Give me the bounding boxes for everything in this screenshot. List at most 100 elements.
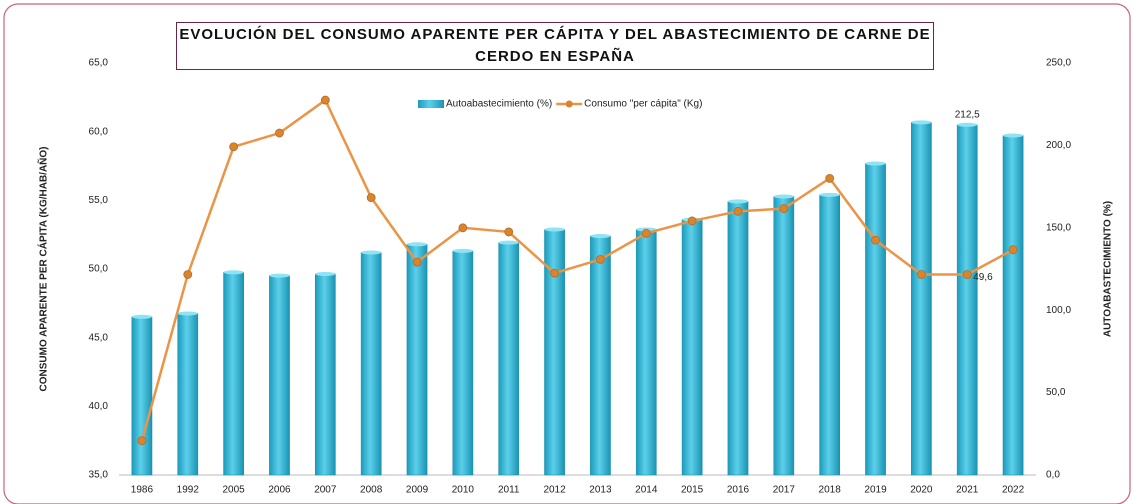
bar: [131, 316, 153, 476]
x-tick-label: 2006: [268, 485, 291, 496]
x-tick-label: 2013: [589, 485, 612, 496]
bar-top: [727, 199, 749, 204]
y-tick-label: 40,0: [89, 401, 109, 412]
bar-top: [957, 122, 978, 127]
point: [504, 227, 514, 237]
y-tick-label: 55,0: [89, 195, 109, 206]
x-tick-label: 2016: [727, 485, 750, 496]
line: [140, 98, 1014, 441]
point: [137, 436, 147, 446]
bar: [681, 219, 703, 476]
x-tick-label: 2019: [864, 485, 887, 496]
bar-top: [406, 242, 428, 247]
bar: [956, 124, 978, 476]
bar-top: [773, 194, 794, 199]
legend-swatch: [418, 100, 444, 108]
point: [962, 270, 972, 279]
x-tick-label: 2008: [360, 485, 383, 496]
bar-top: [315, 271, 336, 276]
bar: [269, 275, 290, 476]
x-tick-label: 2017: [773, 485, 796, 496]
bar-top: [1002, 133, 1024, 138]
point: [687, 216, 697, 226]
bar: [865, 163, 886, 476]
y-tick-label: 35,0: [89, 470, 109, 481]
bar: [452, 250, 474, 476]
point: [229, 142, 239, 152]
y-tick-label: 60,0: [89, 126, 109, 137]
x-tick-label: 2015: [681, 485, 704, 496]
point: [641, 228, 651, 238]
point: [412, 257, 422, 267]
x-tick-label: 2011: [498, 485, 520, 496]
data-label: 212,5: [955, 109, 980, 120]
point: [916, 270, 926, 279]
bar: [590, 235, 611, 476]
bar-top: [498, 240, 519, 245]
point: [733, 206, 743, 216]
point: [183, 270, 193, 279]
y-tick-label: 65,0: [89, 58, 109, 69]
point: [596, 254, 605, 264]
bar: [177, 313, 199, 476]
point: [871, 235, 880, 245]
point: [320, 95, 330, 105]
y2-axis-label: AUTOABASTECIMIENTO (%): [1103, 201, 1114, 337]
bar: [498, 242, 520, 476]
y2-tick-label: 200,0: [1046, 140, 1071, 151]
bar: [360, 252, 382, 476]
point: [366, 193, 376, 202]
bar-top: [452, 248, 473, 253]
y2-tick-label: 250,0: [1046, 58, 1071, 69]
x-tick-label: 2018: [819, 485, 842, 496]
bar: [819, 194, 841, 476]
bar-top: [223, 270, 244, 275]
x-tick-label: 2007: [314, 485, 337, 496]
bar-top: [544, 227, 565, 232]
x-tick-label: 2005: [223, 485, 246, 496]
legend-label: Consumo "per cápita" (Kg): [584, 99, 702, 110]
bar: [727, 201, 749, 476]
x-tick-label: 2009: [406, 485, 429, 496]
y-tick-label: 50,0: [89, 264, 109, 275]
x-tick-label: 1992: [177, 485, 200, 496]
bar: [314, 273, 336, 476]
bar-top: [269, 273, 290, 278]
y-axis-label: CONSUMO APARENTE PER CÁPITA (KG/HAB/AÑO): [37, 147, 50, 392]
y2-tick-label: 150,0: [1046, 222, 1071, 233]
x-tick-label: 2022: [1002, 485, 1025, 496]
bar-top: [131, 314, 153, 319]
point: [779, 204, 789, 213]
point: [550, 268, 559, 278]
point: [1008, 245, 1018, 255]
bar: [406, 244, 428, 476]
x-tick-label: 2014: [635, 485, 658, 496]
data-label: 49,6: [973, 272, 993, 283]
bar: [1002, 135, 1024, 476]
bar: [773, 196, 795, 476]
bar: [635, 229, 657, 476]
bar-top: [819, 192, 840, 197]
bar-top: [361, 250, 382, 255]
chart-title: EVOLUCIÓN DEL CONSUMO APARENTE PER CÁPIT…: [176, 22, 934, 70]
bar-top: [590, 234, 611, 239]
bar-top: [177, 311, 198, 316]
point: [825, 173, 835, 183]
bar: [911, 122, 932, 476]
y2-tick-label: 0,0: [1046, 470, 1060, 481]
bar-top: [865, 161, 886, 166]
point: [275, 128, 284, 138]
x-tick-label: 2020: [910, 485, 933, 496]
x-tick-label: 2012: [543, 485, 566, 496]
y-tick-label: 45,0: [89, 332, 109, 343]
bar: [223, 272, 244, 476]
y2-tick-label: 50,0: [1046, 387, 1066, 398]
legend-label: Autoabastecimiento (%): [446, 99, 552, 110]
bar-top: [911, 120, 932, 125]
frame: [3, 3, 1131, 504]
x-tick-label: 1986: [131, 485, 154, 496]
y2-tick-label: 100,0: [1046, 305, 1071, 316]
x-tick-label: 2010: [452, 485, 475, 496]
